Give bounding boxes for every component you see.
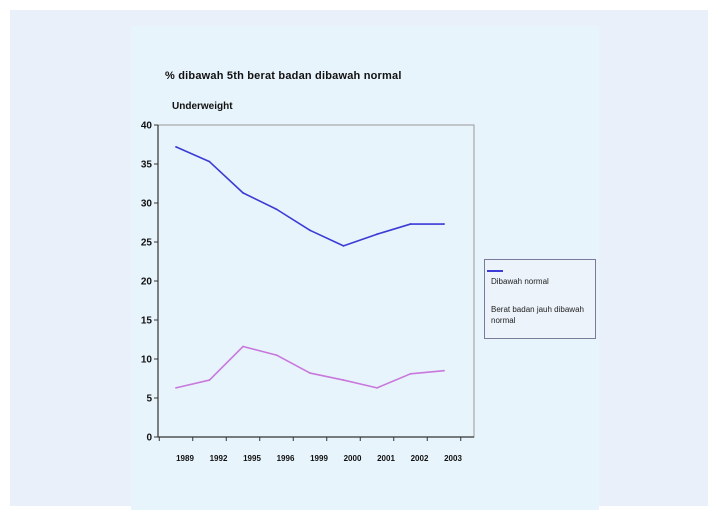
x-tick-label: 1999 [310, 454, 328, 463]
legend-swatch-dibawah-normal [487, 270, 503, 272]
y-tick-label: 25 [141, 238, 153, 249]
x-tick-label: 2003 [444, 454, 462, 463]
y-axis-label: Underweight [172, 101, 233, 112]
y-tick-label: 0 [146, 433, 152, 444]
x-tick-label: 1989 [176, 454, 194, 463]
series-1-point [342, 245, 345, 247]
x-tick-label: 2001 [377, 454, 395, 463]
legend-label-berat-badan-jauh: Berat badan jauh dibawah normal [491, 305, 584, 325]
series-1-point [275, 208, 278, 211]
y-tick-label: 10 [141, 355, 153, 366]
series-1-point [208, 160, 211, 163]
y-tick-label: 35 [141, 160, 153, 171]
x-tick-label: 1992 [210, 454, 228, 463]
chart-title: % dibawah 5th berat badan dibawah normal [165, 70, 402, 82]
series-1-point [309, 229, 311, 232]
y-tick-label: 30 [141, 199, 153, 210]
series-2-point [175, 386, 177, 389]
y-tick-label: 40 [141, 121, 153, 132]
series-1-point [409, 223, 412, 225]
x-tick-label: 1996 [277, 454, 295, 463]
series-1-point [376, 233, 378, 236]
series-2-point [208, 379, 211, 381]
series-2-point [242, 345, 244, 348]
y-tick-label: 15 [141, 316, 153, 327]
series-2-point [376, 386, 378, 389]
x-tick-label: 1995 [243, 454, 261, 463]
chart-legend: Dibawah normal Berat badan jauh dibawah … [484, 259, 596, 339]
y-tick-label: 5 [146, 394, 152, 405]
series-2-point [409, 372, 412, 375]
series-line-2 [175, 345, 445, 389]
series-1-point [242, 191, 244, 194]
series-2-point [342, 379, 345, 381]
series-1-point [443, 223, 445, 225]
x-tick-label: 2000 [344, 454, 362, 463]
y-tick-label: 20 [141, 277, 153, 288]
series-2-point [275, 354, 278, 356]
legend-label-dibawah-normal: Dibawah normal [491, 277, 549, 286]
series-2-point [443, 369, 445, 372]
x-tick-label: 2002 [411, 454, 429, 463]
series-2-point [309, 372, 311, 374]
series-1-point [175, 145, 177, 148]
plot-area-border [157, 124, 475, 438]
